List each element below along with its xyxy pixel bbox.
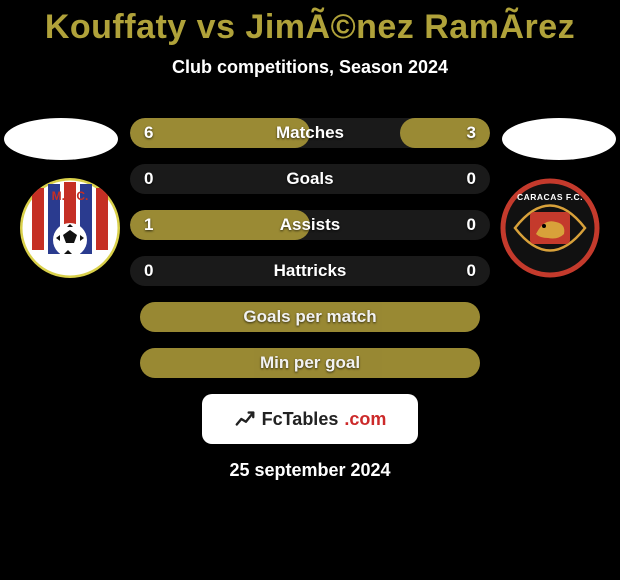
page-title: Kouffaty vs JimÃ©nez RamÃ­rez: [0, 0, 620, 47]
full-rows: Goals per match Min per goal: [0, 302, 620, 378]
watermark-tld: .com: [344, 409, 386, 430]
watermark-brand: FcTables: [262, 409, 339, 430]
compare-area: M.S.C. CARACAS F.C. 63Matches 00Goals 10As…: [0, 118, 620, 481]
club-badge-right-svg: CARACAS F.C.: [500, 178, 600, 278]
player-oval-left: [4, 118, 118, 160]
chart-up-icon: [234, 408, 256, 430]
stat-label: Goals: [130, 164, 490, 194]
stat-row-matches: 63Matches: [130, 118, 490, 148]
club-badge-left-svg: M.S.C.: [20, 178, 120, 278]
club-badge-right-text: CARACAS F.C.: [517, 192, 583, 202]
watermark: FcTables.com: [202, 394, 418, 444]
stat-label: Matches: [130, 118, 490, 148]
full-row-goals-per-match: Goals per match: [140, 302, 480, 332]
date: 25 september 2024: [0, 460, 620, 481]
club-badge-right: CARACAS F.C.: [500, 178, 600, 278]
stat-row-goals: 00Goals: [130, 164, 490, 194]
stat-row-assists: 10Assists: [130, 210, 490, 240]
subtitle: Club competitions, Season 2024: [0, 57, 620, 78]
stat-row-hattricks: 00Hattricks: [130, 256, 490, 286]
comparison-card: Kouffaty vs JimÃ©nez RamÃ­rez Club compe…: [0, 0, 620, 580]
player-oval-right: [502, 118, 616, 160]
full-row-min-per-goal: Min per goal: [140, 348, 480, 378]
club-badge-left: M.S.C.: [20, 178, 120, 278]
stat-label: Hattricks: [130, 256, 490, 286]
club-badge-left-text: M.S.C.: [52, 189, 89, 203]
stat-label: Assists: [130, 210, 490, 240]
stats-list: 63Matches 00Goals 10Assists 00Hattricks: [130, 118, 490, 286]
